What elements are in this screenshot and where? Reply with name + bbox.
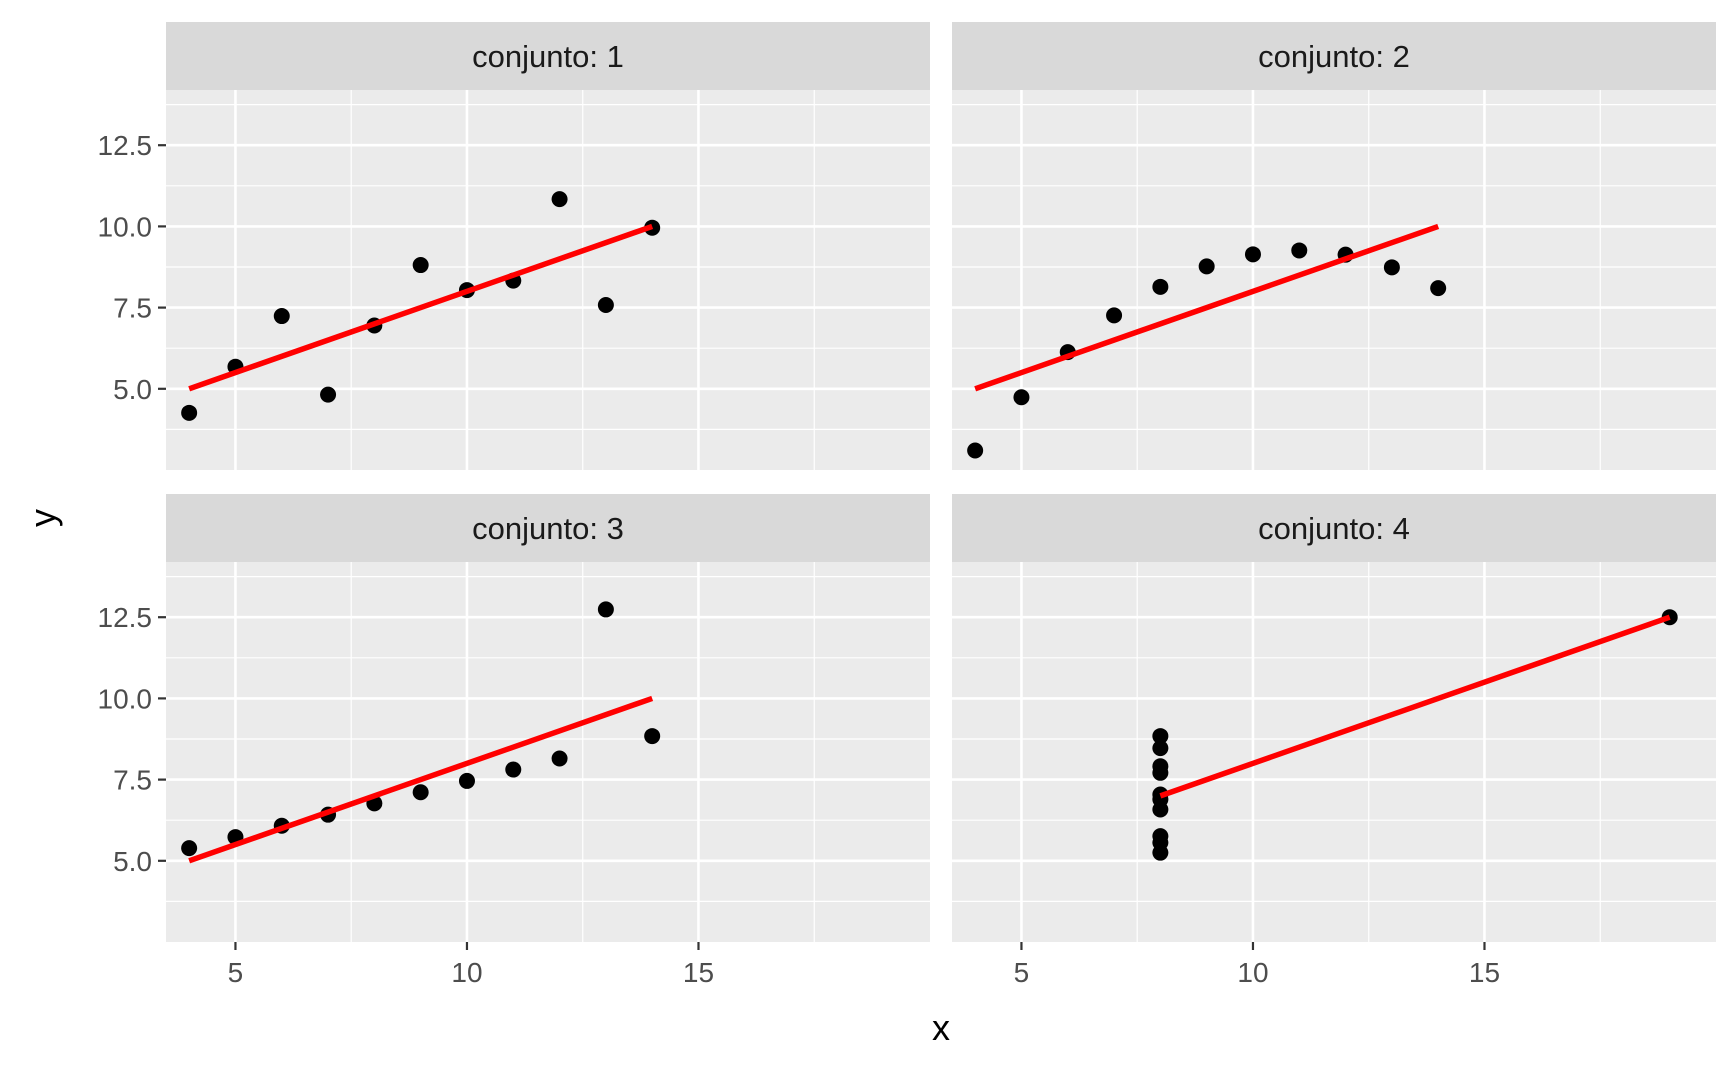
facet-strip — [166, 494, 930, 562]
data-point — [644, 728, 661, 745]
y-axis-title: y — [22, 509, 63, 527]
x-tick-label: 5 — [1014, 957, 1030, 988]
regression-line — [974, 223, 1440, 392]
regression-line — [1159, 614, 1671, 799]
data-point — [1152, 834, 1169, 851]
axes: 5.0 7.5 10.0 12.5 5.0 7.5 10.0 12.5 5 10 15 5 10 15 — [98, 130, 1501, 988]
data-point — [1152, 758, 1169, 775]
regression-line — [188, 223, 654, 392]
facet-panel-2: conjunto: 2 — [952, 22, 1716, 470]
facet-panel-4: conjunto: 4 — [952, 494, 1716, 942]
data-point — [458, 772, 475, 789]
y-tick-label: 5.0 — [113, 374, 152, 405]
y-tick-label: 12.5 — [98, 130, 153, 161]
data-point — [967, 442, 984, 459]
data-point — [1430, 280, 1447, 297]
data-point — [1013, 389, 1030, 406]
data-point — [1152, 278, 1169, 295]
x-tick-label: 5 — [228, 957, 244, 988]
panel-background — [166, 90, 930, 470]
data-point — [412, 784, 429, 801]
panel-background — [166, 562, 930, 942]
regression-line — [188, 695, 654, 864]
panel-background — [952, 562, 1716, 942]
data-point — [551, 191, 568, 208]
facet-strip-label: conjunto: 2 — [1258, 39, 1410, 74]
x-axis-title: x — [932, 1007, 950, 1048]
y-tick-label: 7.5 — [113, 293, 152, 324]
x-tick-label: 15 — [1469, 957, 1500, 988]
data-point — [181, 404, 198, 421]
data-point — [1291, 242, 1308, 259]
y-tick-label: 10.0 — [98, 211, 153, 242]
x-tick-label: 10 — [1237, 957, 1268, 988]
data-point — [273, 308, 290, 325]
data-point — [1106, 307, 1123, 324]
facet-strip-label: conjunto: 3 — [472, 511, 624, 546]
facet-panels: conjunto: 1 conjunto: 2 conjunto: 3 conjunt… — [166, 22, 1716, 942]
y-tick-label: 10.0 — [98, 683, 153, 714]
data-point — [1198, 258, 1215, 275]
data-point — [181, 840, 198, 857]
data-point — [412, 257, 429, 274]
facet-panel-1: conjunto: 1 — [166, 22, 930, 470]
data-point — [320, 386, 337, 403]
data-point — [1152, 728, 1169, 745]
facet-strip-label: conjunto: 4 — [1258, 511, 1410, 546]
data-point — [1152, 740, 1169, 757]
x-tick-label: 10 — [451, 957, 482, 988]
data-point — [597, 297, 614, 314]
panel-background — [952, 90, 1716, 470]
facet-strip — [952, 22, 1716, 90]
data-point — [1244, 246, 1261, 263]
facet-strip-label: conjunto: 1 — [472, 39, 624, 74]
x-tick-label: 15 — [683, 957, 714, 988]
data-point — [505, 761, 522, 778]
data-point — [1383, 259, 1400, 276]
facet-strip — [166, 22, 930, 90]
y-tick-label: 7.5 — [113, 765, 152, 796]
y-tick-label: 12.5 — [98, 602, 153, 633]
data-point — [597, 601, 614, 618]
facet-panel-3: conjunto: 3 — [166, 494, 930, 942]
data-point — [551, 750, 568, 767]
facet-strip — [952, 494, 1716, 562]
y-tick-label: 5.0 — [113, 846, 152, 877]
